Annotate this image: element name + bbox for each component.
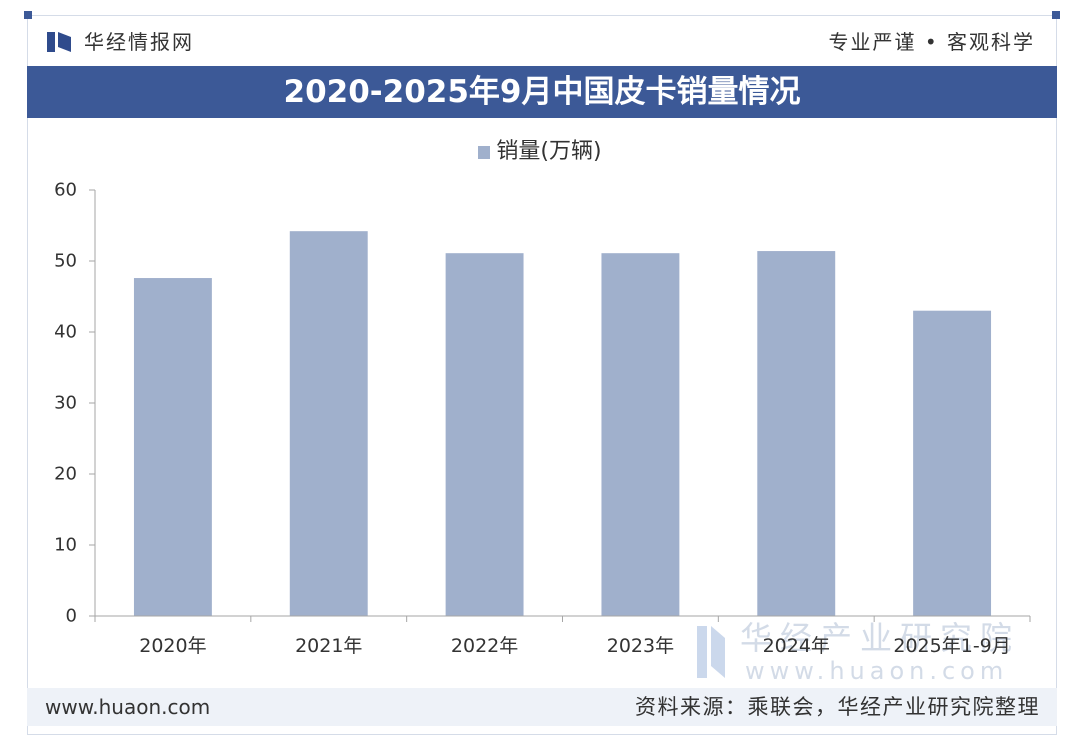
page-frame — [27, 15, 1057, 735]
bar — [601, 253, 680, 616]
x-tick-label: 2021年 — [295, 635, 362, 657]
bar — [913, 310, 992, 616]
legend-swatch — [478, 145, 491, 159]
source-note: 资料来源：乘联会，华经产业研究院整理 — [635, 695, 1040, 719]
x-tick-label: 2025年1-9月 — [893, 635, 1010, 657]
chart-title: 2020-2025年9月中国皮卡销量情况 — [283, 74, 801, 110]
huaon-logo-icon — [47, 31, 73, 53]
y-tick-label: 30 — [54, 393, 77, 414]
bar — [757, 251, 836, 616]
bar — [445, 253, 524, 616]
bar-chart: 0 10 20 30 40 50 60 2020年 2021年 2022年 2023年 2024年 20… — [54, 180, 1031, 657]
corner-mark-left — [24, 11, 32, 19]
website-text: www.huaon.com — [45, 695, 211, 719]
legend-label: 销量(万辆) — [496, 139, 602, 164]
title-bar: 2020-2025年9月中国皮卡销量情况 — [27, 66, 1057, 118]
brand-name: 华经情报网 — [84, 30, 194, 54]
slogan: 专业严谨 • 客观科学 — [828, 30, 1035, 54]
watermark-logo-icon — [697, 624, 725, 680]
bar — [133, 278, 212, 616]
watermark-name: 华经产业研究院 — [740, 619, 1021, 657]
y-tick-label: 50 — [54, 251, 77, 272]
x-tick-label: 2022年 — [451, 635, 518, 657]
bar — [289, 231, 368, 616]
x-tick-label: 2024年 — [763, 635, 830, 657]
y-tick-label: 0 — [66, 606, 77, 627]
x-tick-label: 2023年 — [607, 635, 674, 657]
footer: www.huaon.com 资料来源：乘联会，华经产业研究院整理 — [27, 688, 1057, 726]
y-tick-label: 20 — [54, 464, 77, 485]
y-tick-label: 10 — [54, 535, 77, 556]
y-tick-label: 40 — [54, 322, 77, 343]
corner-mark-right — [1052, 11, 1060, 19]
y-tick-label: 60 — [54, 180, 77, 201]
watermark-url: www.huaon.com — [745, 657, 1009, 685]
legend: 销量(万辆) — [0, 139, 1080, 165]
x-tick-label: 2020年 — [139, 635, 206, 657]
